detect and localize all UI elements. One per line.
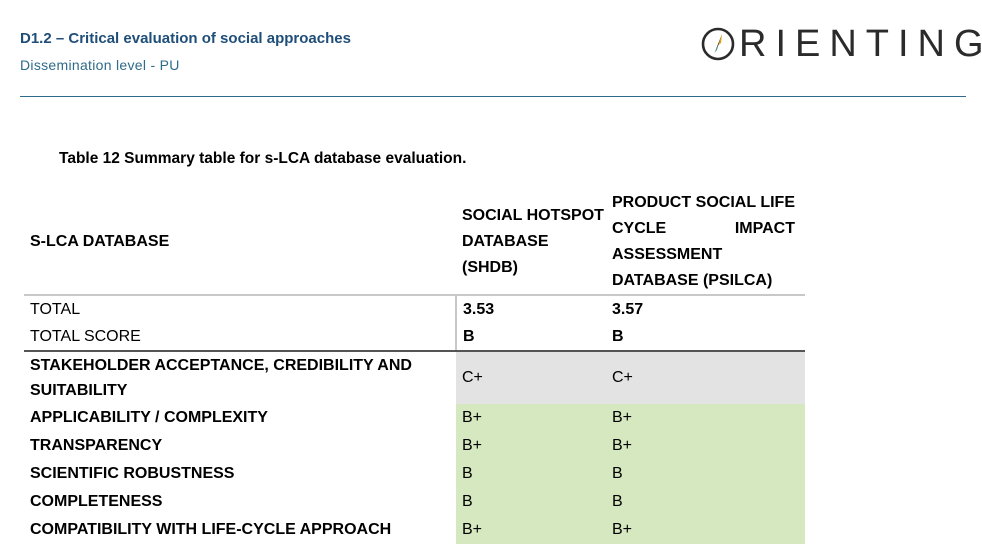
row-label: COMPLETENESS — [30, 493, 163, 510]
cell-psilca: C+ — [606, 351, 805, 404]
cell-shdb: B — [456, 323, 606, 352]
table-header-row: S-LCA DATABASE SOCIAL HOTSPOT DATABASE (… — [24, 190, 805, 295]
table-row: TRANSPARENCY B+ B+ — [24, 432, 805, 460]
table-row: APPLICABILITY / COMPLEXITY B+ B+ — [24, 404, 805, 432]
row-label: TOTAL — [24, 294, 457, 323]
cell-psilca: B — [606, 460, 805, 488]
cell-shdb: B — [456, 460, 606, 488]
column-header-psilca: PRODUCT SOCIAL LIFE CYCLE IMPACT ASSESSM… — [612, 194, 795, 289]
orienting-logo: RIENTING — [700, 22, 982, 66]
dissemination-level: Dissemination level - PU — [20, 57, 180, 73]
cell-shdb: B+ — [456, 516, 606, 544]
cell-shdb: B+ — [456, 404, 606, 432]
row-label: STAKEHOLDER ACCEPTANCE, CREDIBILITY AND … — [30, 357, 412, 399]
header-divider — [20, 96, 966, 97]
cell-psilca: B — [606, 488, 805, 516]
column-header-database: S-LCA DATABASE — [30, 233, 170, 250]
table-row-total-score: TOTAL SCORE B B — [24, 323, 805, 352]
cell-shdb: B+ — [456, 432, 606, 460]
table-row: SCIENTIFIC ROBUSTNESS B B — [24, 460, 805, 488]
compass-icon — [701, 27, 735, 61]
cell-psilca: B+ — [606, 516, 805, 544]
cell-psilca: B+ — [606, 432, 805, 460]
table-caption: Table 12 Summary table for s-LCA databas… — [59, 150, 467, 167]
summary-table: S-LCA DATABASE SOCIAL HOTSPOT DATABASE (… — [24, 190, 805, 544]
table-row: STAKEHOLDER ACCEPTANCE, CREDIBILITY AND … — [24, 351, 805, 404]
document-title: D1.2 – Critical evaluation of social app… — [20, 30, 351, 47]
row-label: SCIENTIFIC ROBUSTNESS — [30, 465, 235, 482]
row-label: TOTAL SCORE — [24, 323, 457, 352]
cell-shdb: 3.53 — [456, 294, 606, 323]
table-row: COMPLETENESS B B — [24, 488, 805, 516]
column-header-shdb: SOCIAL HOTSPOT DATABASE (SHDB) — [462, 207, 604, 276]
cell-psilca: 3.57 — [606, 294, 805, 323]
table-row: COMPATIBILITY WITH LIFE-CYCLE APPROACH B… — [24, 516, 805, 544]
cell-shdb: B — [456, 488, 606, 516]
cell-psilca: B+ — [606, 404, 805, 432]
row-label: APPLICABILITY / COMPLEXITY — [30, 409, 268, 426]
cell-psilca: B — [606, 323, 805, 352]
cell-shdb: C+ — [456, 351, 606, 404]
table-row-total: TOTAL 3.53 3.57 — [24, 294, 805, 323]
logo-wordmark: RIENTING — [739, 23, 982, 65]
row-label: TRANSPARENCY — [30, 437, 163, 454]
row-label: COMPATIBILITY WITH LIFE-CYCLE APPROACH — [30, 521, 392, 538]
